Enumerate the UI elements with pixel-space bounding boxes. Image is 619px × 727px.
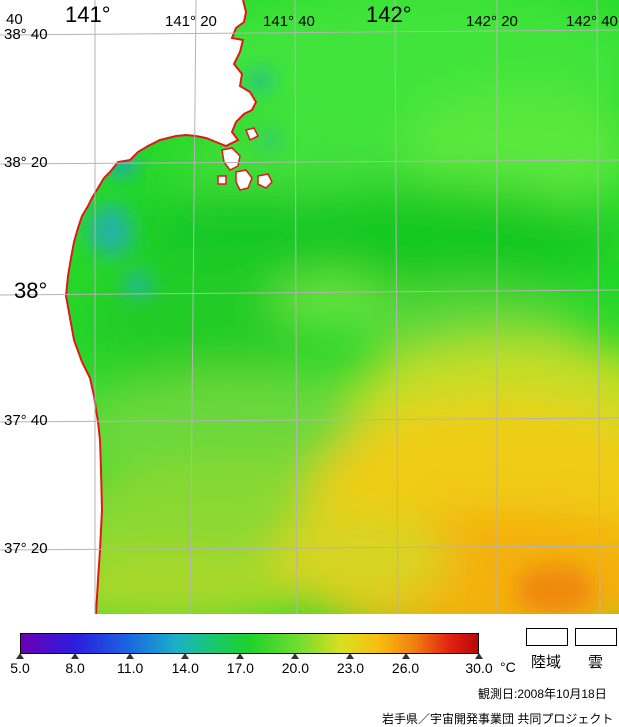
colorbar-tick-mark: [346, 653, 355, 659]
sst-map-canvas: [0, 0, 619, 614]
colorbar-tick-mark: [16, 653, 24, 659]
lon-label-142-20: 142° 20: [466, 13, 518, 30]
colorbar-tick-mark: [71, 653, 80, 659]
land-label: 陸域: [531, 654, 562, 671]
cloud-label: 雲: [588, 654, 604, 671]
lat-label-38: 38°: [14, 278, 48, 303]
lon-label-142: 142°: [366, 2, 412, 27]
colorbar-tick-label: 23.0: [336, 660, 365, 676]
colorbar-tick-mark: [401, 653, 410, 659]
colorbar-tick-mark: [236, 653, 245, 659]
lon-label-141-20: 141° 20: [165, 13, 217, 30]
lon-label-prefix: 40: [6, 11, 23, 28]
cloud-swatch: [575, 628, 617, 646]
observation-date: 観測日:2008年10月18日: [478, 687, 607, 701]
temperature-colorbar: [20, 633, 479, 654]
colorbar-tick-label: 20.0: [281, 660, 310, 676]
colorbar-tick-label: 30.0: [465, 660, 493, 676]
colorbar-tick-label: 14.0: [171, 660, 199, 676]
lon-label-141: 141°: [65, 2, 111, 27]
colorbar-tick-label: 8.0: [65, 660, 85, 676]
colorbar-unit: °C: [500, 659, 516, 675]
colorbar-tick-label: 11.0: [117, 660, 144, 676]
sst-field: [0, 0, 619, 614]
colorbar-tick-mark: [475, 653, 483, 659]
coastline: [64, 0, 258, 614]
colorbar-tick-mark: [181, 653, 190, 659]
colorbar-tick-label: 17.0: [226, 660, 254, 676]
colorbar-tick-mark: [291, 653, 300, 659]
graticule: [0, 0, 619, 614]
land-mass: [0, 0, 256, 614]
colorbar-tick-label: 5.0: [10, 660, 30, 676]
sst-map: 40 141° 141° 20 141° 40 142° 142° 20 142…: [0, 0, 619, 614]
lat-label-38-20: 38° 20: [4, 154, 48, 171]
credit-text: 岩手県／宇宙開発事業団 共同プロジェクト: [382, 712, 614, 726]
lat-label-37-20: 37° 20: [4, 540, 48, 557]
islands: [217, 127, 273, 191]
colorbar-tick-label: 26.0: [391, 660, 420, 676]
lat-label-37-40: 37° 40: [4, 412, 48, 429]
lon-label-141-40: 141° 40: [263, 13, 315, 30]
land-swatch: [526, 628, 568, 646]
lat-label-38-40: 38° 40: [4, 26, 48, 43]
colorbar-tick-mark: [126, 653, 135, 659]
lon-label-142-40: 142° 40: [566, 13, 618, 30]
